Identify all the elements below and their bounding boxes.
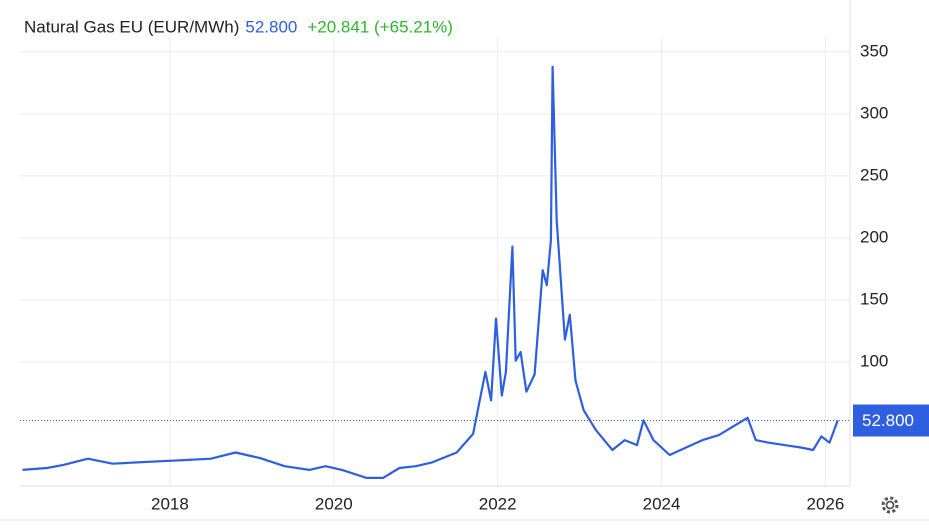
change: +20.841 (+65.21%) xyxy=(307,17,453,36)
price: 52.800 xyxy=(245,17,297,36)
last-value-badge: 52.800 xyxy=(853,404,929,437)
y-tick-label: 300 xyxy=(860,103,888,122)
y-tick-label: 350 xyxy=(860,41,888,60)
x-tick-label: 2024 xyxy=(643,494,681,513)
settings-icon[interactable] xyxy=(881,496,899,514)
x-tick-label: 2020 xyxy=(315,494,353,513)
badge-bg xyxy=(853,404,929,437)
y-tick-label: 250 xyxy=(860,165,888,184)
x-tick-label: 2026 xyxy=(807,494,845,513)
badge-label: 52.800 xyxy=(862,411,914,430)
x-tick-label: 2018 xyxy=(151,494,189,513)
x-tick-label: 2022 xyxy=(479,494,517,513)
series-line xyxy=(22,65,839,479)
chart-title: Natural Gas EU (EUR/MWh) xyxy=(24,17,239,36)
y-tick-label: 200 xyxy=(860,227,888,246)
y-tick-label: 100 xyxy=(860,351,888,370)
y-tick-label: 150 xyxy=(860,289,888,308)
